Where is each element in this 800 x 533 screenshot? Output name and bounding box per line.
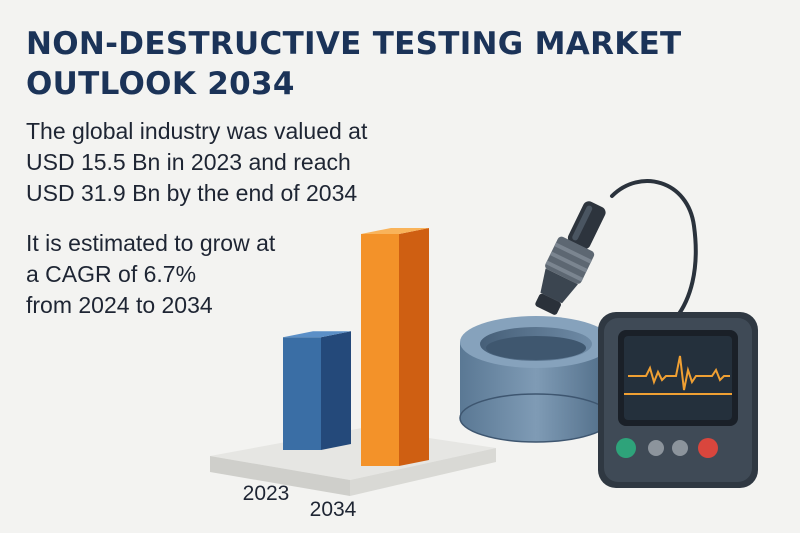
category-label-2034: 2034 <box>310 498 357 521</box>
cagr-line-1: It is estimated to grow at <box>26 230 276 256</box>
bar-top-2023 <box>283 331 351 338</box>
category-label-2023: 2023 <box>243 482 290 505</box>
bar-2023 <box>283 331 351 450</box>
green-button <box>616 438 636 458</box>
cagr-line-3: from 2024 to 2034 <box>26 292 213 318</box>
market-value-line-1: The global industry was valued at <box>26 118 368 144</box>
bar-top-2034 <box>361 228 429 234</box>
pipe-sample-icon <box>459 316 613 443</box>
probe-cable <box>610 179 698 320</box>
ultrasonic-probe-icon <box>535 201 606 315</box>
page-title-line-2: OUTLOOK 2034 <box>26 66 295 102</box>
category-labels: 2023 2034 <box>243 482 357 521</box>
cagr-line-2: a CAGR of 6.7% <box>26 261 197 287</box>
bars-group <box>283 228 429 466</box>
bar-front-2034 <box>361 234 399 466</box>
bar-2034 <box>361 228 429 466</box>
gray-button-2 <box>672 440 688 456</box>
waveform <box>628 355 730 391</box>
market-value-line-2: USD 15.5 Bn in 2023 and reach <box>26 149 351 175</box>
red-button <box>698 438 718 458</box>
gray-button-1 <box>648 440 664 456</box>
page-title: NON-DESTRUCTIVE TESTING MARKET OUTLOOK 2… <box>26 24 726 104</box>
bar-front-2023 <box>283 337 321 450</box>
flaw-detector-icon <box>598 312 758 488</box>
cagr-text: It is estimated to grow at a CAGR of 6.7… <box>26 228 426 321</box>
market-value-text: The global industry was valued at USD 15… <box>26 116 426 209</box>
bar-side-2034 <box>399 228 429 466</box>
market-value-line-3: USD 31.9 Bn by the end of 2034 <box>26 180 358 206</box>
bar-side-2023 <box>321 331 351 450</box>
page-title-line-1: NON-DESTRUCTIVE TESTING MARKET <box>26 26 682 62</box>
